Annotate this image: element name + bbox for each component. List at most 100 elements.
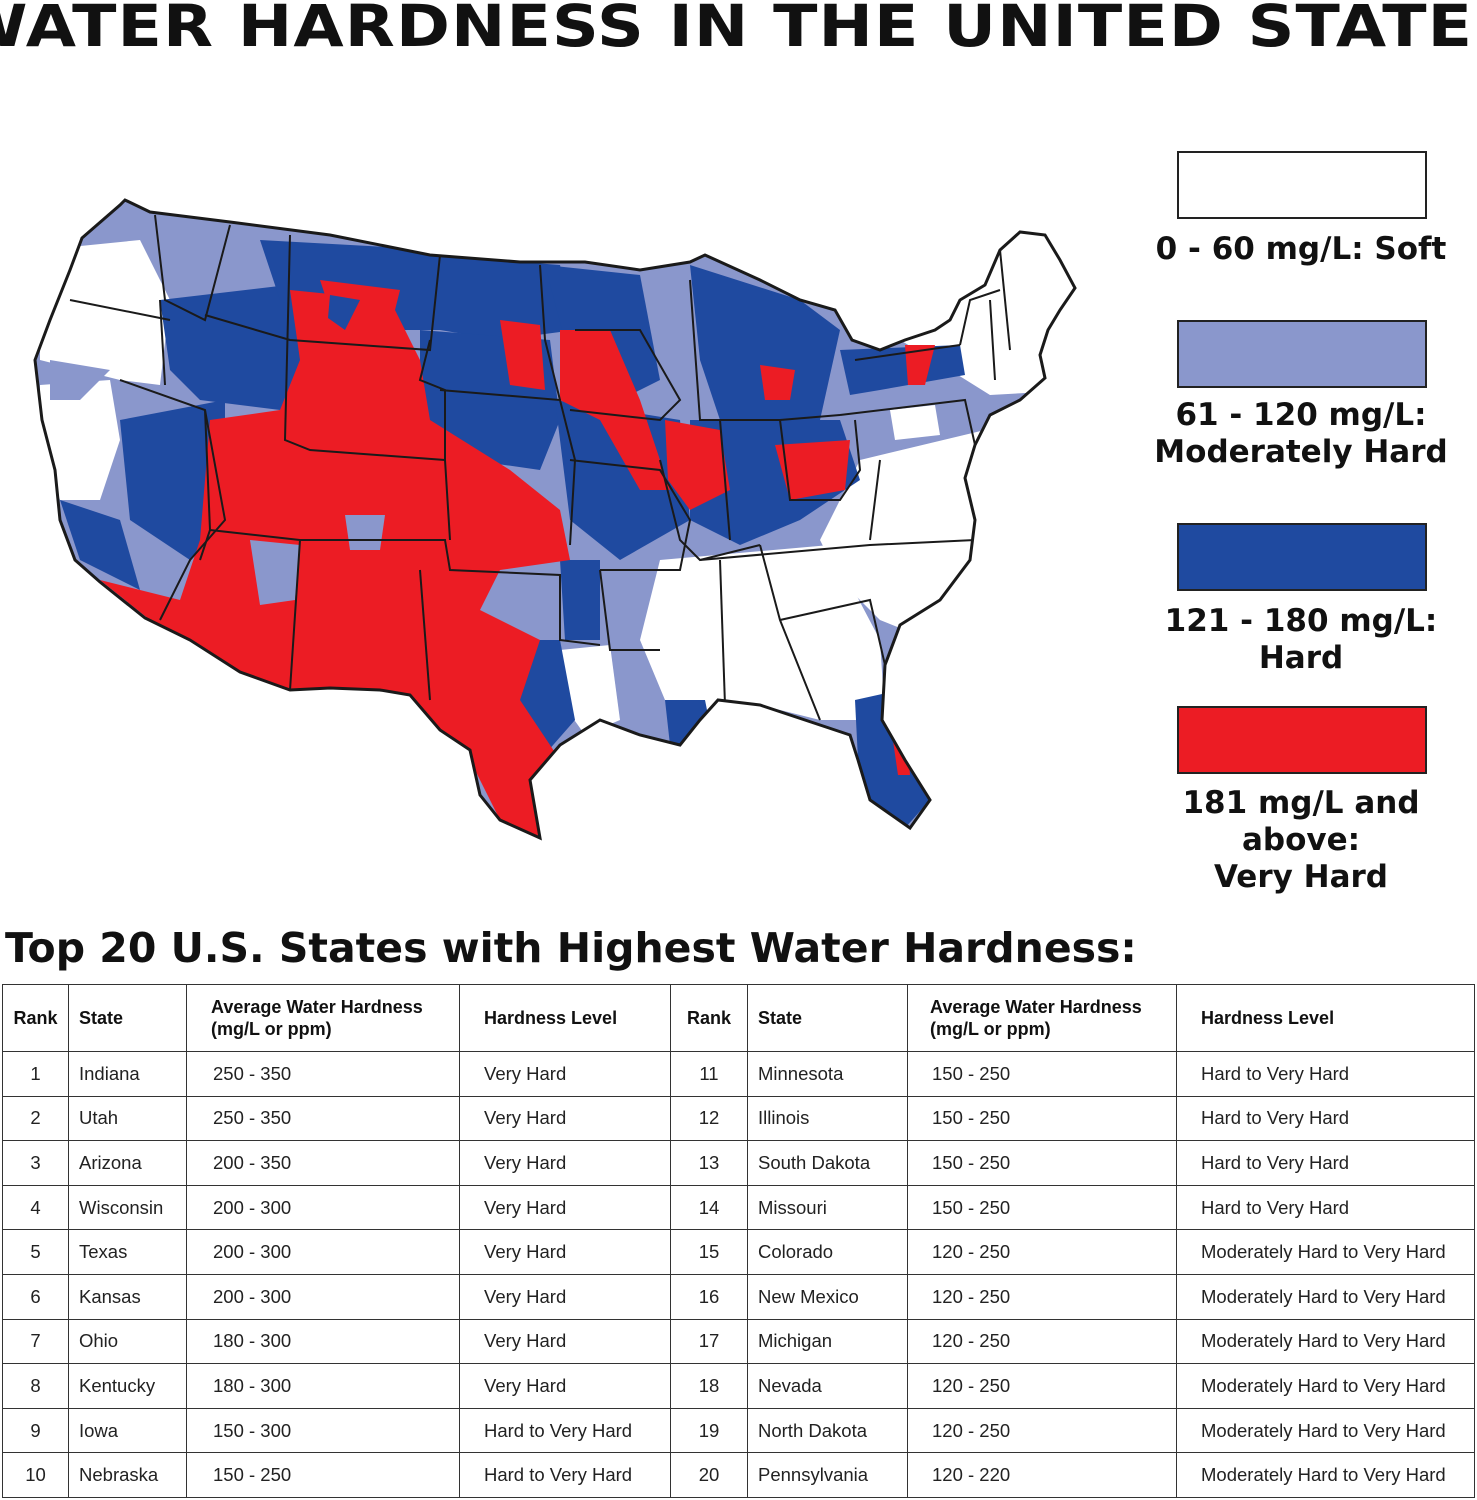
legend-swatch-moderately-hard [1177, 320, 1427, 388]
state-cell: Minnesota [747, 1051, 908, 1097]
state-cell: Pennsylvania [747, 1452, 908, 1498]
hardness-level-cell: Hard to Very Hard [1176, 1184, 1475, 1231]
hardness-level-cell: Hard to Very Hard [459, 1407, 671, 1454]
hardness-level-cell: Hard to Very Hard [1176, 1051, 1475, 1097]
table-row: 10 Nebraska 150 - 250 Hard to Very Hard 20 Pe… [2, 1452, 1475, 1498]
hardness-level-cell: Moderately Hard to Very Hard [1176, 1363, 1475, 1409]
hardness-level-cell: Moderately Hard to Very Hard [1176, 1229, 1475, 1275]
rank-cell: 8 [2, 1363, 69, 1409]
hardness-range-cell: 150 - 250 [907, 1095, 1177, 1142]
hardness-range-cell: 200 - 350 [186, 1140, 460, 1186]
hardness-level-cell: Very Hard [459, 1051, 671, 1097]
table-row: 4 Wisconsin 200 - 300 Very Hard 14 Missouri 15… [2, 1184, 1475, 1231]
state-cell: Kansas [68, 1273, 187, 1320]
hardness-range-cell: 150 - 250 [907, 1051, 1177, 1097]
state-cell: Nevada [747, 1363, 908, 1409]
hardness-range-cell: 150 - 250 [907, 1140, 1177, 1186]
state-cell: South Dakota [747, 1140, 908, 1186]
state-cell: Colorado [747, 1229, 908, 1275]
legend-swatch-soft [1177, 151, 1427, 219]
hardness-range-cell: 250 - 350 [186, 1051, 460, 1097]
hardness-range-cell: 120 - 250 [907, 1273, 1177, 1320]
hardness-level-cell: Hard to Very Hard [1176, 1140, 1475, 1186]
rank-cell: 18 [670, 1363, 748, 1409]
hardness-range-cell: 120 - 250 [907, 1363, 1177, 1409]
state-cell: Indiana [68, 1051, 187, 1097]
hardness-range-cell: 250 - 350 [186, 1095, 460, 1142]
rank-cell: 3 [2, 1140, 69, 1186]
rank-cell: 6 [2, 1273, 69, 1320]
table-row: 3 Arizona 200 - 350 Very Hard 13 South Dakota… [2, 1140, 1475, 1186]
hardness-level-cell: Moderately Hard to Very Hard [1176, 1273, 1475, 1320]
state-cell: Iowa [68, 1407, 187, 1454]
rank-cell: 1 [2, 1051, 69, 1097]
hardness-level-cell: Very Hard [459, 1140, 671, 1186]
header-level: Hardness Level [1176, 984, 1475, 1052]
header-state: State [68, 984, 187, 1052]
legend-label-very-hard: 181 mg/L and above: Very Hard [1182, 785, 1420, 895]
rank-cell: 11 [670, 1051, 748, 1097]
hardness-level-cell: Moderately Hard to Very Hard [1176, 1407, 1475, 1454]
state-cell: Ohio [68, 1318, 187, 1365]
hardness-range-cell: 120 - 250 [907, 1407, 1177, 1454]
hardness-range-cell: 200 - 300 [186, 1184, 460, 1231]
rank-cell: 10 [2, 1452, 69, 1498]
hardness-range-cell: 200 - 300 [186, 1273, 460, 1320]
hardness-range-cell: 120 - 250 [907, 1229, 1177, 1275]
table-row: 6 Kansas 200 - 300 Very Hard 16 New Mexico 120… [2, 1273, 1475, 1320]
table-row: 2 Utah 250 - 350 Very Hard 12 Illinois 150 - 2… [2, 1095, 1475, 1142]
hardness-range-cell: 180 - 300 [186, 1318, 460, 1365]
rank-cell: 20 [670, 1452, 748, 1498]
rank-cell: 2 [2, 1095, 69, 1142]
hardness-level-cell: Hard to Very Hard [459, 1452, 671, 1498]
state-cell: Texas [68, 1229, 187, 1275]
hardness-range-cell: 120 - 250 [907, 1318, 1177, 1365]
page-title: WATER HARDNESS IN THE UNITED STATES [0, 0, 1477, 60]
table-row: 9 Iowa 150 - 300 Hard to Very Hard 19 North D… [2, 1407, 1475, 1454]
hardness-level-cell: Very Hard [459, 1363, 671, 1409]
header-level: Hardness Level [459, 984, 671, 1052]
state-cell: Kentucky [68, 1363, 187, 1409]
state-cell: Utah [68, 1095, 187, 1142]
state-cell: Michigan [747, 1318, 908, 1365]
state-cell: Nebraska [68, 1452, 187, 1498]
hardness-rank-table: Rank State Average Water Hardness (mg/L … [2, 984, 1475, 1498]
table-row: 8 Kentucky 180 - 300 Very Hard 18 Nevada 120 -… [2, 1363, 1475, 1409]
rank-cell: 15 [670, 1229, 748, 1275]
header-average: Average Water Hardness (mg/L or ppm) [186, 984, 460, 1052]
hardness-range-cell: 180 - 300 [186, 1363, 460, 1409]
header-state: State [747, 984, 908, 1052]
header-rank: Rank [2, 984, 69, 1052]
table-header-row: Rank State Average Water Hardness (mg/L … [2, 984, 1475, 1052]
hardness-range-cell: 150 - 250 [186, 1452, 460, 1498]
header-average: Average Water Hardness (mg/L or ppm) [907, 984, 1177, 1052]
hardness-level-cell: Very Hard [459, 1273, 671, 1320]
hardness-level-cell: Very Hard [459, 1229, 671, 1275]
legend-swatch-very-hard [1177, 706, 1427, 774]
hardness-range-cell: 150 - 250 [907, 1184, 1177, 1231]
legend-label-hard: 121 - 180 mg/L: Hard [1164, 603, 1438, 676]
state-cell: Wisconsin [68, 1184, 187, 1231]
rank-cell: 5 [2, 1229, 69, 1275]
hardness-level-cell: Moderately Hard to Very Hard [1176, 1452, 1475, 1498]
rank-cell: 4 [2, 1184, 69, 1231]
table-title: Top 20 U.S. States with Highest Water Ha… [5, 924, 1137, 972]
legend-swatch-hard [1177, 523, 1427, 591]
hardness-level-cell: Moderately Hard to Very Hard [1176, 1318, 1475, 1365]
rank-cell: 17 [670, 1318, 748, 1365]
table-row: 1 Indiana 250 - 350 Very Hard 11 Minnesota 150… [2, 1051, 1475, 1097]
legend-label-soft: 0 - 60 mg/L: Soft [1155, 231, 1447, 267]
rank-cell: 16 [670, 1273, 748, 1320]
rank-cell: 9 [2, 1407, 69, 1454]
rank-cell: 14 [670, 1184, 748, 1231]
rank-cell: 13 [670, 1140, 748, 1186]
hardness-level-cell: Very Hard [459, 1184, 671, 1231]
hardness-range-cell: 120 - 220 [907, 1452, 1177, 1498]
state-cell: Arizona [68, 1140, 187, 1186]
hardness-range-cell: 200 - 300 [186, 1229, 460, 1275]
us-hardness-map [33, 198, 1077, 840]
rank-cell: 19 [670, 1407, 748, 1454]
hardness-level-cell: Very Hard [459, 1318, 671, 1365]
legend-label-moderately-hard: 61 - 120 mg/L: Moderately Hard [1154, 397, 1448, 470]
rank-cell: 12 [670, 1095, 748, 1142]
